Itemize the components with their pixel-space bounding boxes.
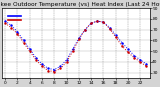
Title: Milwaukee Outdoor Temperature (vs) Heat Index (Last 24 Hours): Milwaukee Outdoor Temperature (vs) Heat … [0,2,160,7]
